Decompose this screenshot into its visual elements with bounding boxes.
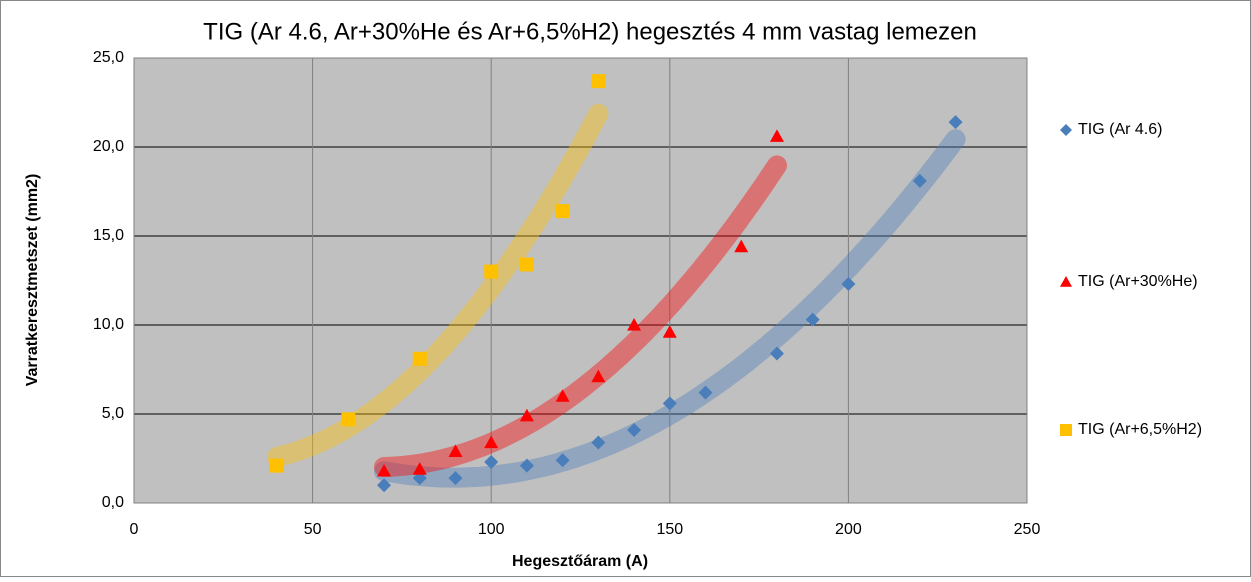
x-tick-label: 150 [656,521,683,538]
x-tick-label: 250 [1014,521,1041,538]
y-tick-label: 10,0 [93,316,124,333]
marker [484,455,499,470]
marker [734,239,749,253]
marker [662,325,677,338]
trendline [374,155,787,477]
marker [591,74,606,89]
y-tick-label: 5,0 [102,405,124,422]
marker [412,462,427,475]
legend-label: TIG (Ar 4.6) [1078,121,1162,138]
marker [412,351,427,366]
y-tick-label: 20,0 [93,138,124,155]
marker [484,435,499,449]
trendline [374,129,966,488]
chart-title: TIG (Ar 4.6, Ar+30%He és Ar+6,5%H2) hege… [203,18,977,45]
y-tick-label: 25,0 [93,49,124,66]
marker [519,257,534,272]
marker [448,471,463,486]
marker [591,435,606,450]
marker [555,453,570,468]
trendline [266,103,609,467]
x-tick-label: 0 [130,521,139,538]
marker [377,463,392,477]
marker [662,396,677,411]
marker [555,389,570,402]
marker [555,204,570,219]
marker [1060,424,1072,436]
marker [627,318,642,331]
x-tick-label: 200 [835,521,862,538]
marker [519,458,534,473]
marker [805,312,820,327]
marker [627,423,642,438]
marker [341,412,356,427]
marker [1060,276,1072,287]
y-tick-label: 0,0 [102,494,124,511]
marker [448,444,463,457]
marker [1060,124,1072,136]
marker [269,458,284,473]
y-tick-label: 15,0 [93,227,124,244]
marker [519,408,534,422]
y-axis-title: Varratkeresztmetszet (mm2) [24,174,41,387]
marker [591,369,606,383]
marker [484,264,499,279]
plot-border [133,57,1028,504]
legend-label: TIG (Ar+30%He) [1078,273,1198,290]
marker [841,277,856,292]
x-axis-title: Hegesztőáram (A) [512,553,648,570]
marker [769,346,784,361]
marker [698,385,713,400]
marker [377,478,392,493]
marker [912,173,927,188]
plot-area [134,58,1027,503]
x-tick-label: 100 [478,521,505,538]
marker [769,129,784,142]
legend-label: TIG (Ar+6,5%H2) [1078,421,1202,438]
x-tick-label: 50 [304,521,322,538]
marker [948,115,963,130]
